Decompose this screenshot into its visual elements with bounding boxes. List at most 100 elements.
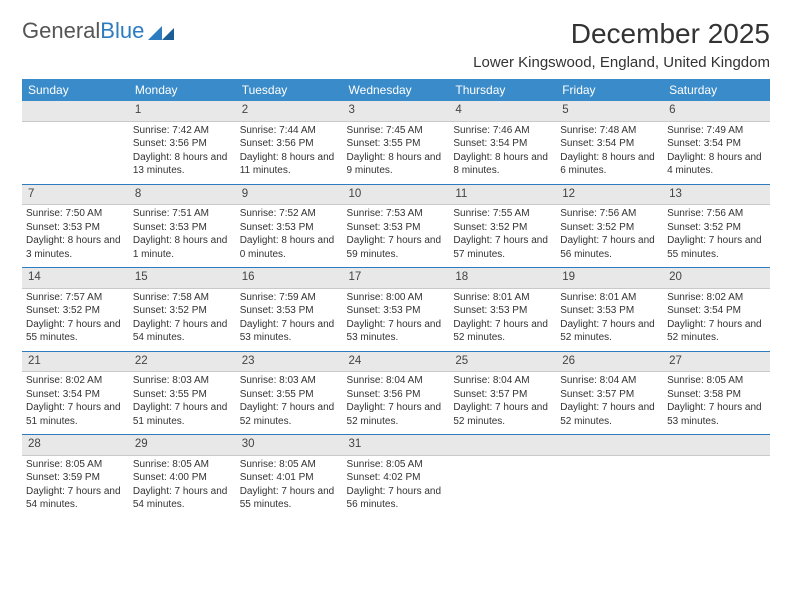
sunrise-text: Sunrise: 8:02 AM	[26, 374, 125, 388]
weekday-header: Saturday	[663, 79, 770, 101]
sunset-text: Sunset: 3:55 PM	[347, 137, 446, 151]
weekday-header: Wednesday	[343, 79, 450, 101]
sunset-text: Sunset: 3:59 PM	[26, 471, 125, 485]
day-cell: Sunrise: 7:52 AMSunset: 3:53 PMDaylight:…	[236, 205, 343, 268]
weekday-header: Tuesday	[236, 79, 343, 101]
day-number-row: 14151617181920	[22, 268, 770, 288]
sunset-text: Sunset: 3:52 PM	[26, 304, 125, 318]
day-number-row: 21222324252627	[22, 352, 770, 372]
day-number: 3	[343, 101, 450, 121]
sunset-text: Sunset: 3:53 PM	[240, 304, 339, 318]
sunrise-text: Sunrise: 8:05 AM	[133, 458, 232, 472]
day-number: 26	[556, 352, 663, 372]
logo: GeneralBlue	[22, 18, 176, 44]
day-number: 25	[449, 352, 556, 372]
sunrise-text: Sunrise: 7:53 AM	[347, 207, 446, 221]
month-title: December 2025	[473, 18, 770, 50]
sunrise-text: Sunrise: 7:57 AM	[26, 291, 125, 305]
day-cell	[22, 121, 129, 184]
day-cell: Sunrise: 8:05 AMSunset: 4:00 PMDaylight:…	[129, 455, 236, 518]
daylight-text: Daylight: 7 hours and 53 minutes.	[347, 318, 446, 345]
sunrise-text: Sunrise: 8:04 AM	[347, 374, 446, 388]
day-cell: Sunrise: 7:49 AMSunset: 3:54 PMDaylight:…	[663, 121, 770, 184]
day-cell	[556, 455, 663, 518]
daylight-text: Daylight: 7 hours and 51 minutes.	[26, 401, 125, 428]
day-cell: Sunrise: 8:04 AMSunset: 3:57 PMDaylight:…	[449, 372, 556, 435]
day-cell: Sunrise: 8:02 AMSunset: 3:54 PMDaylight:…	[663, 288, 770, 351]
sunrise-text: Sunrise: 8:05 AM	[26, 458, 125, 472]
day-cell: Sunrise: 8:04 AMSunset: 3:56 PMDaylight:…	[343, 372, 450, 435]
day-number: 7	[22, 185, 129, 205]
day-number-row: 123456	[22, 101, 770, 121]
sunrise-text: Sunrise: 8:01 AM	[560, 291, 659, 305]
header: GeneralBlue December 2025 Lower Kingswoo…	[22, 18, 770, 71]
day-number: 12	[556, 185, 663, 205]
sunrise-text: Sunrise: 8:05 AM	[240, 458, 339, 472]
day-number: 2	[236, 101, 343, 121]
daylight-text: Daylight: 7 hours and 57 minutes.	[453, 234, 552, 261]
day-cell	[449, 455, 556, 518]
day-number	[449, 435, 556, 455]
weekday-header: Thursday	[449, 79, 556, 101]
day-number	[663, 435, 770, 455]
day-cell: Sunrise: 8:03 AMSunset: 3:55 PMDaylight:…	[236, 372, 343, 435]
sunset-text: Sunset: 3:53 PM	[560, 304, 659, 318]
sunset-text: Sunset: 4:00 PM	[133, 471, 232, 485]
day-number: 23	[236, 352, 343, 372]
day-cell: Sunrise: 7:55 AMSunset: 3:52 PMDaylight:…	[449, 205, 556, 268]
day-cell: Sunrise: 7:44 AMSunset: 3:56 PMDaylight:…	[236, 121, 343, 184]
logo-text-2: Blue	[100, 18, 144, 44]
daylight-text: Daylight: 8 hours and 8 minutes.	[453, 151, 552, 178]
daylight-text: Daylight: 7 hours and 52 minutes.	[453, 401, 552, 428]
sunrise-text: Sunrise: 8:01 AM	[453, 291, 552, 305]
daylight-text: Daylight: 7 hours and 53 minutes.	[667, 401, 766, 428]
sunrise-text: Sunrise: 8:04 AM	[560, 374, 659, 388]
sunrise-text: Sunrise: 7:56 AM	[560, 207, 659, 221]
sunset-text: Sunset: 3:57 PM	[453, 388, 552, 402]
daylight-text: Daylight: 7 hours and 52 minutes.	[347, 401, 446, 428]
logo-text-1: General	[22, 18, 100, 44]
day-cell: Sunrise: 8:01 AMSunset: 3:53 PMDaylight:…	[556, 288, 663, 351]
daylight-text: Daylight: 7 hours and 51 minutes.	[133, 401, 232, 428]
daylight-text: Daylight: 7 hours and 55 minutes.	[667, 234, 766, 261]
sunrise-text: Sunrise: 7:55 AM	[453, 207, 552, 221]
sunset-text: Sunset: 3:53 PM	[26, 221, 125, 235]
day-cell: Sunrise: 7:51 AMSunset: 3:53 PMDaylight:…	[129, 205, 236, 268]
daylight-text: Daylight: 7 hours and 52 minutes.	[667, 318, 766, 345]
sunrise-text: Sunrise: 8:05 AM	[667, 374, 766, 388]
day-cell: Sunrise: 8:00 AMSunset: 3:53 PMDaylight:…	[343, 288, 450, 351]
day-cell: Sunrise: 7:46 AMSunset: 3:54 PMDaylight:…	[449, 121, 556, 184]
sunrise-text: Sunrise: 8:00 AM	[347, 291, 446, 305]
sunset-text: Sunset: 3:53 PM	[347, 221, 446, 235]
daylight-text: Daylight: 8 hours and 13 minutes.	[133, 151, 232, 178]
day-number-row: 78910111213	[22, 185, 770, 205]
day-cell: Sunrise: 7:56 AMSunset: 3:52 PMDaylight:…	[663, 205, 770, 268]
sunset-text: Sunset: 3:57 PM	[560, 388, 659, 402]
sunset-text: Sunset: 3:53 PM	[133, 221, 232, 235]
daylight-text: Daylight: 7 hours and 55 minutes.	[26, 318, 125, 345]
day-number: 24	[343, 352, 450, 372]
sunset-text: Sunset: 3:53 PM	[240, 221, 339, 235]
day-number	[22, 101, 129, 121]
day-number: 1	[129, 101, 236, 121]
weekday-header: Friday	[556, 79, 663, 101]
sunset-text: Sunset: 3:54 PM	[26, 388, 125, 402]
daylight-text: Daylight: 7 hours and 52 minutes.	[560, 318, 659, 345]
day-cell: Sunrise: 7:58 AMSunset: 3:52 PMDaylight:…	[129, 288, 236, 351]
sunrise-text: Sunrise: 8:05 AM	[347, 458, 446, 472]
daylight-text: Daylight: 7 hours and 53 minutes.	[240, 318, 339, 345]
day-cell: Sunrise: 8:04 AMSunset: 3:57 PMDaylight:…	[556, 372, 663, 435]
day-number: 22	[129, 352, 236, 372]
sunrise-text: Sunrise: 7:44 AM	[240, 124, 339, 138]
sunrise-text: Sunrise: 7:48 AM	[560, 124, 659, 138]
sunset-text: Sunset: 3:52 PM	[453, 221, 552, 235]
daylight-text: Daylight: 8 hours and 0 minutes.	[240, 234, 339, 261]
daylight-text: Daylight: 8 hours and 9 minutes.	[347, 151, 446, 178]
day-number: 10	[343, 185, 450, 205]
sunset-text: Sunset: 4:02 PM	[347, 471, 446, 485]
day-cell: Sunrise: 7:57 AMSunset: 3:52 PMDaylight:…	[22, 288, 129, 351]
day-detail-row: Sunrise: 7:50 AMSunset: 3:53 PMDaylight:…	[22, 205, 770, 268]
day-number: 30	[236, 435, 343, 455]
day-number: 8	[129, 185, 236, 205]
sunrise-text: Sunrise: 8:04 AM	[453, 374, 552, 388]
